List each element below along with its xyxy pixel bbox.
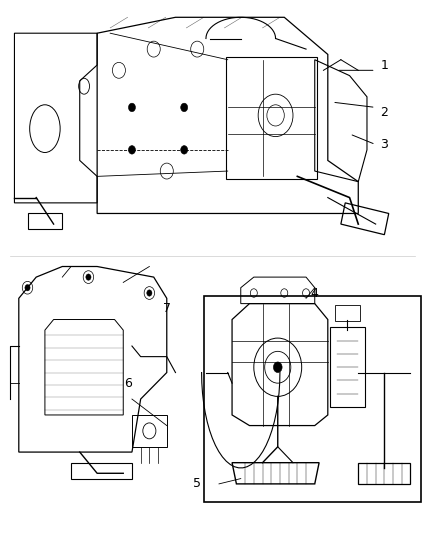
Text: 7: 7	[163, 302, 171, 316]
Text: 2: 2	[381, 106, 389, 119]
Circle shape	[273, 362, 282, 373]
Text: 5: 5	[193, 478, 201, 490]
Text: 3: 3	[381, 138, 389, 151]
Circle shape	[147, 290, 152, 296]
Circle shape	[181, 146, 187, 154]
Circle shape	[128, 103, 135, 112]
Text: 4: 4	[311, 287, 319, 300]
Text: 6: 6	[124, 377, 131, 390]
Circle shape	[86, 274, 91, 280]
Text: 1: 1	[381, 59, 389, 71]
Circle shape	[128, 146, 135, 154]
Circle shape	[25, 285, 30, 291]
Circle shape	[181, 103, 187, 112]
